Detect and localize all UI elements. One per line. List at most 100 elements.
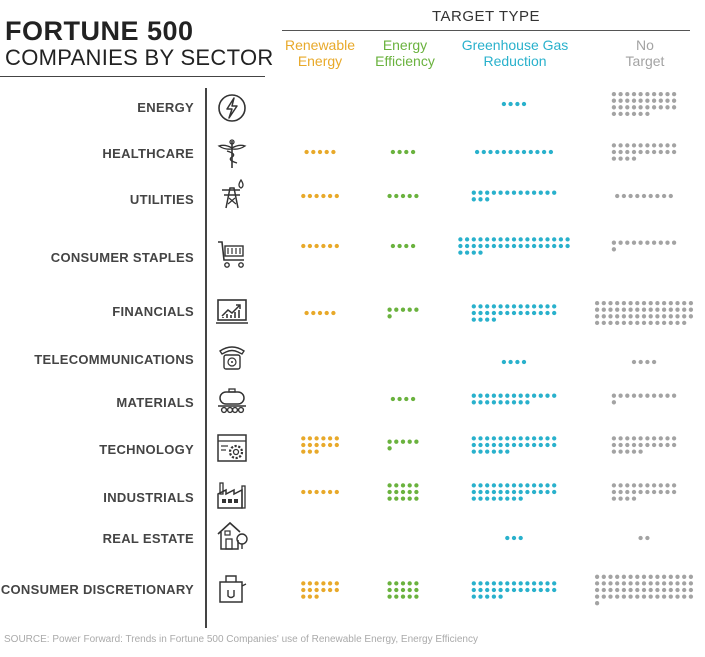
- dot-materials-greenhouse-gas-reduction: [518, 400, 523, 405]
- dot-industrials-no-target: [658, 483, 663, 488]
- dot-utilities-renewable-energy: [327, 193, 333, 199]
- dot-consumer-discretionary-no-target: [682, 587, 687, 593]
- dot-healthcare-no-target: [658, 143, 663, 148]
- dot-consumer-staples-renewable-energy: [314, 243, 319, 249]
- dot-utilities-renewable-energy: [301, 193, 306, 199]
- dot-consumer-discretionary-no-target: [635, 594, 640, 599]
- dot-energy-no-target: [618, 111, 623, 117]
- dot-financials-no-target: [608, 314, 613, 319]
- dot-consumer-discretionary-renewable-energy: [334, 581, 339, 586]
- dot-technology-greenhouse-gas-reduction: [505, 436, 510, 441]
- dot-energy-no-target: [665, 91, 670, 97]
- dot-technology-greenhouse-gas-reduction: [498, 449, 503, 454]
- dot-industrials-greenhouse-gas-reduction: [498, 489, 503, 495]
- dot-utilities-no-target: [661, 193, 667, 199]
- dot-materials-greenhouse-gas-reduction: [491, 393, 497, 398]
- dot-technology-greenhouse-gas-reduction: [471, 442, 476, 448]
- dot-consumer-staples-greenhouse-gas-reduction: [531, 237, 537, 242]
- dot-utilities-greenhouse-gas-reduction: [485, 190, 490, 195]
- tanker-icon: [218, 388, 246, 414]
- dot-consumer-discretionary-greenhouse-gas-reduction: [485, 594, 490, 599]
- dot-industrials-no-target: [618, 489, 623, 495]
- dot-financials-no-target: [635, 314, 640, 319]
- dot-industrials-greenhouse-gas-reduction: [531, 489, 537, 495]
- dot-financials-no-target: [608, 307, 613, 312]
- sector-label-consumer-staples: CONSUMER STAPLES: [50, 250, 194, 265]
- dot-consumer-discretionary-no-target: [688, 594, 694, 599]
- col-header-line: Renewable: [284, 37, 356, 53]
- shopping-cart-icon: [218, 241, 244, 268]
- dot-technology-greenhouse-gas-reduction: [525, 442, 530, 448]
- dot-industrials-no-target: [611, 489, 617, 495]
- dot-materials-greenhouse-gas-reduction: [478, 393, 483, 398]
- dot-financials-no-target: [668, 307, 673, 312]
- dot-financials-no-target: [668, 314, 673, 319]
- dot-materials-greenhouse-gas-reduction: [545, 393, 550, 398]
- dot-financials-no-target: [675, 307, 680, 312]
- dot-technology-greenhouse-gas-reduction: [505, 449, 510, 454]
- dot-consumer-discretionary-greenhouse-gas-reduction: [478, 594, 483, 599]
- dot-consumer-staples-greenhouse-gas-reduction: [531, 243, 537, 249]
- dot-energy-no-target: [671, 105, 677, 110]
- dot-materials-greenhouse-gas-reduction: [505, 400, 510, 405]
- dot-materials-energy-efficiency: [390, 396, 396, 402]
- dot-consumer-discretionary-no-target: [621, 587, 627, 593]
- dot-consumer-discretionary-renewable-energy: [321, 581, 326, 586]
- dot-technology-renewable-energy: [314, 442, 319, 448]
- dot-utilities-greenhouse-gas-reduction: [531, 190, 537, 195]
- dot-consumer-discretionary-no-target: [635, 574, 640, 579]
- dot-consumer-staples-greenhouse-gas-reduction: [471, 250, 476, 255]
- dot-consumer-discretionary-no-target: [615, 574, 620, 579]
- dot-energy-no-target: [631, 111, 637, 117]
- dot-consumer-discretionary-no-target: [635, 581, 640, 586]
- dot-consumer-discretionary-greenhouse-gas-reduction: [485, 587, 490, 593]
- dot-industrials-no-target: [645, 483, 650, 488]
- dot-consumer-discretionary-greenhouse-gas-reduction: [491, 587, 497, 593]
- dot-industrials-greenhouse-gas-reduction: [478, 483, 483, 488]
- dot-consumer-discretionary-renewable-energy: [314, 594, 319, 599]
- dot-industrials-energy-efficiency: [394, 483, 399, 488]
- dot-financials-no-target: [601, 300, 606, 306]
- dot-financials-no-target: [621, 300, 627, 306]
- sector-label-real-estate: REAL ESTATE: [102, 531, 194, 546]
- dot-financials-greenhouse-gas-reduction: [538, 310, 543, 316]
- dot-financials-no-target: [594, 314, 600, 319]
- dot-utilities-greenhouse-gas-reduction: [478, 190, 483, 195]
- dot-technology-no-target: [618, 449, 623, 454]
- dot-healthcare-no-target: [611, 156, 617, 161]
- sector-label-materials: MATERIALS: [116, 395, 194, 410]
- dot-consumer-discretionary-no-target: [621, 581, 627, 586]
- dot-financials-no-target: [668, 320, 673, 326]
- dot-industrials-greenhouse-gas-reduction: [552, 489, 557, 495]
- dot-financials-greenhouse-gas-reduction: [478, 304, 483, 309]
- dot-technology-no-target: [658, 442, 663, 448]
- dot-industrials-greenhouse-gas-reduction: [518, 496, 523, 501]
- dot-financials-no-target: [601, 314, 606, 319]
- dot-consumer-discretionary-no-target: [594, 594, 600, 599]
- dot-utilities-renewable-energy: [307, 193, 313, 199]
- dot-consumer-discretionary-no-target: [655, 581, 660, 586]
- dot-consumer-discretionary-no-target: [675, 581, 680, 586]
- chart-title: FORTUNE 500: [5, 16, 194, 46]
- dot-technology-renewable-energy: [334, 442, 339, 448]
- sector-label-healthcare: HEALTHCARE: [102, 146, 194, 161]
- dot-consumer-staples-energy-efficiency: [410, 243, 416, 249]
- dot-utilities-greenhouse-gas-reduction: [478, 197, 483, 202]
- dot-healthcare-no-target: [671, 149, 677, 155]
- dot-technology-greenhouse-gas-reduction: [545, 436, 550, 441]
- dot-technology-renewable-energy: [314, 449, 319, 454]
- dot-telecommunications-greenhouse-gas-reduction: [521, 359, 527, 365]
- dot-healthcare-energy-efficiency: [410, 149, 416, 155]
- dot-consumer-discretionary-no-target: [641, 574, 647, 579]
- dot-healthcare-no-target: [631, 156, 637, 161]
- dot-financials-greenhouse-gas-reduction: [511, 304, 517, 309]
- dot-real-estate-greenhouse-gas-reduction: [511, 535, 517, 541]
- chart-monitor-icon: [216, 299, 248, 324]
- dot-energy-no-target: [638, 98, 643, 103]
- dot-utilities-no-target: [655, 193, 660, 199]
- dot-energy-greenhouse-gas-reduction: [521, 101, 527, 107]
- dot-financials-no-target: [648, 314, 653, 319]
- dot-consumer-discretionary-greenhouse-gas-reduction: [485, 581, 490, 586]
- dot-consumer-discretionary-no-target: [648, 574, 653, 579]
- dot-consumer-staples-greenhouse-gas-reduction: [545, 243, 550, 249]
